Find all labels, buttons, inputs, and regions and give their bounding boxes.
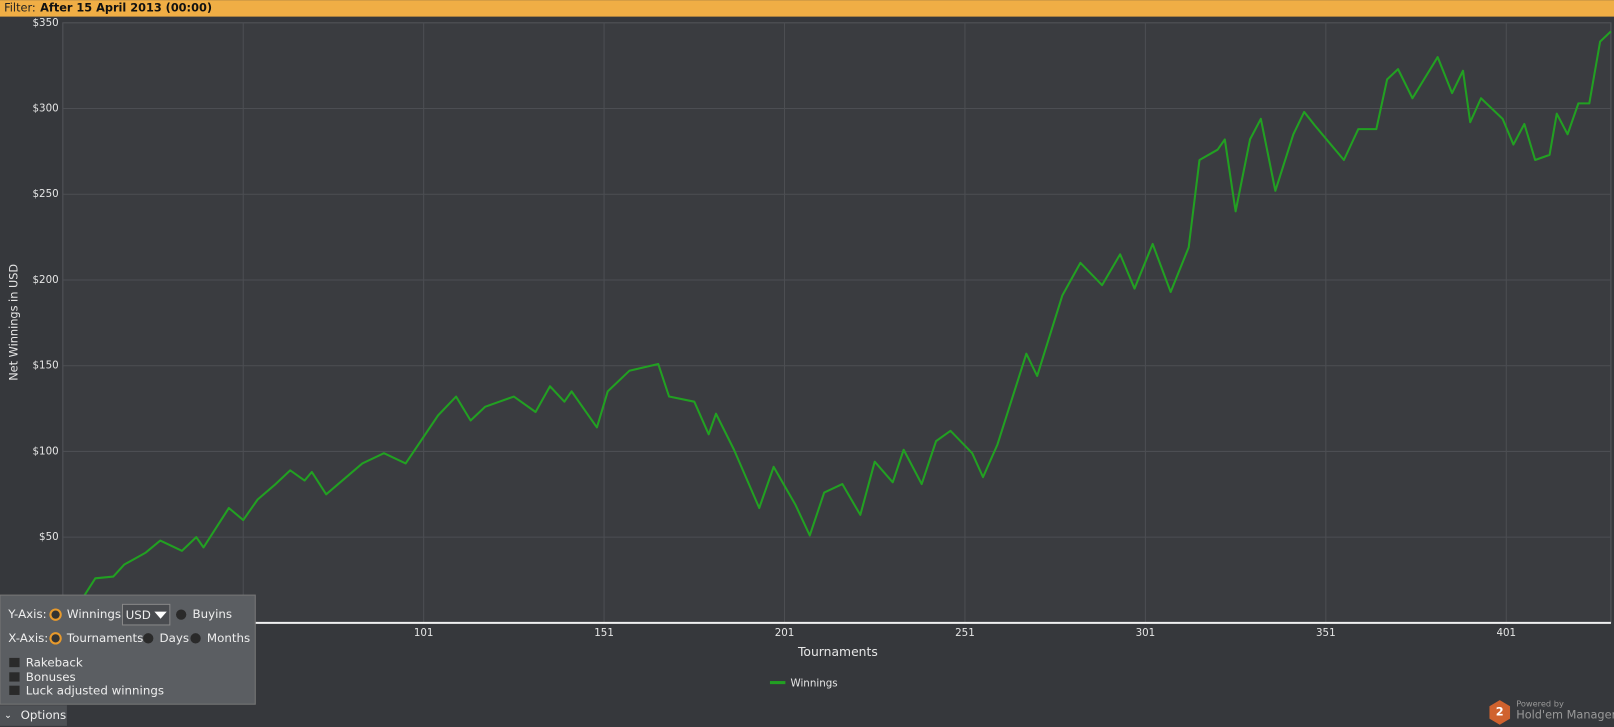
y-tick-label: $350 [33, 17, 59, 29]
radio-winnings-label[interactable]: Winnings [67, 607, 121, 621]
y-tick-label: $200 [33, 274, 59, 286]
filter-label: Filter: [4, 0, 36, 14]
checkbox-luck[interactable] [9, 685, 20, 695]
currency-select-value[interactable]: USD [126, 608, 151, 622]
radio-buyins[interactable] [176, 609, 187, 620]
radio-days[interactable] [143, 633, 154, 644]
y-tick-label: $100 [33, 445, 59, 457]
x-tick-label: 101 [414, 627, 434, 639]
radio-months-label[interactable]: Months [207, 631, 250, 645]
radio-days-label[interactable]: Days [160, 631, 190, 645]
options-button-label[interactable]: Options [21, 708, 67, 722]
checkbox-rakeback-label[interactable]: Rakeback [26, 656, 83, 670]
dropdown-arrow[interactable] [154, 611, 167, 619]
radio-months[interactable] [190, 633, 201, 644]
x-tick-label: 351 [1316, 627, 1336, 639]
radio-winnings[interactable] [49, 608, 62, 621]
x-tick-label: 301 [1136, 627, 1156, 639]
x-tick-label: 201 [775, 627, 795, 639]
powered-by: Powered by [1516, 699, 1564, 709]
filter-value: After 15 April 2013 (00:00) [40, 0, 212, 14]
radio-tournaments-label[interactable]: Tournaments [66, 631, 143, 645]
logo-text: 2 [1496, 704, 1504, 718]
y-axis-option-label: Y-Axis: [7, 607, 46, 621]
x-axis-option-label: X-Axis: [8, 631, 48, 645]
checkbox-bonuses-label[interactable]: Bonuses [26, 670, 76, 684]
y-tick-label: $300 [33, 103, 59, 115]
logo [1489, 700, 1511, 725]
y-axis-title: Net Winnings in USD [6, 264, 20, 381]
radio-tournaments[interactable] [49, 632, 62, 645]
currency-select[interactable] [121, 603, 171, 626]
product-name: Hold'em Manager [1516, 708, 1614, 722]
filter-bar [0, 0, 1614, 17]
legend-label: Winnings [791, 678, 838, 690]
x-tick-label: 151 [594, 627, 614, 639]
checkbox-rakeback[interactable] [9, 657, 20, 668]
x-axis-title: Tournaments [797, 645, 878, 659]
checkbox-luck-label[interactable]: Luck adjusted winnings [26, 683, 164, 697]
y-tick-label: $150 [33, 360, 59, 372]
options-button[interactable] [0, 705, 67, 726]
checkbox-bonuses[interactable] [9, 672, 20, 682]
radio-buyins-label[interactable]: Buyins [192, 607, 232, 621]
plot-area [62, 22, 1612, 624]
options-panel: Y-Axis: Winnings USD Buyins X-Axis: Tour… [0, 594, 256, 705]
line-series [61, 30, 1612, 624]
x-tick-label: 251 [955, 627, 975, 639]
options-chevron[interactable]: ⌄ [4, 710, 12, 721]
x-tick-label: 401 [1496, 627, 1516, 639]
y-tick-label: $250 [33, 188, 59, 200]
y-tick-label: $50 [39, 531, 59, 543]
